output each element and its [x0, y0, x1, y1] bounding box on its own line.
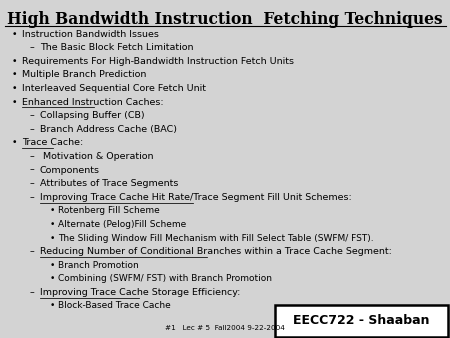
Text: –: – — [29, 152, 34, 161]
Text: Components: Components — [40, 166, 99, 175]
Text: –: – — [29, 193, 34, 202]
Text: •: • — [50, 206, 55, 215]
Text: –: – — [29, 288, 34, 297]
Text: •: • — [50, 234, 55, 242]
FancyBboxPatch shape — [274, 305, 448, 337]
Text: Improving Trace Cache Storage Efficiency:: Improving Trace Cache Storage Efficiency… — [40, 288, 240, 297]
Text: High Bandwidth Instruction  Fetching Techniques: High Bandwidth Instruction Fetching Tech… — [7, 11, 443, 28]
Text: Interleaved Sequential Core Fetch Unit: Interleaved Sequential Core Fetch Unit — [22, 84, 206, 93]
Text: Combining (SWFM/ FST) with Branch Promotion: Combining (SWFM/ FST) with Branch Promot… — [58, 274, 273, 283]
Text: Branch Address Cache (BAC): Branch Address Cache (BAC) — [40, 125, 176, 134]
Text: Instruction Bandwidth Issues: Instruction Bandwidth Issues — [22, 30, 158, 39]
Text: –: – — [29, 111, 34, 120]
Text: Multiple Branch Prediction: Multiple Branch Prediction — [22, 71, 146, 79]
Text: –: – — [29, 179, 34, 188]
Text: •: • — [11, 57, 17, 66]
Text: •: • — [11, 84, 17, 93]
Text: Branch Promotion: Branch Promotion — [58, 261, 139, 270]
Text: Collapsing Buffer (CB): Collapsing Buffer (CB) — [40, 111, 144, 120]
Text: •: • — [11, 98, 17, 107]
Text: Rotenberg Fill Scheme: Rotenberg Fill Scheme — [58, 206, 160, 215]
Text: •: • — [50, 301, 55, 310]
Text: Enhanced Instruction Caches:: Enhanced Instruction Caches: — [22, 98, 163, 107]
Text: –: – — [29, 166, 34, 175]
Text: EECC722 - Shaaban: EECC722 - Shaaban — [293, 314, 429, 328]
Text: Block-Based Trace Cache: Block-Based Trace Cache — [58, 301, 171, 310]
Text: •: • — [50, 274, 55, 283]
Text: •: • — [50, 261, 55, 270]
Text: Attributes of Trace Segments: Attributes of Trace Segments — [40, 179, 178, 188]
Text: •: • — [11, 30, 17, 39]
Text: –: – — [29, 125, 34, 134]
Text: The Basic Block Fetch Limitation: The Basic Block Fetch Limitation — [40, 43, 193, 52]
Text: Requirements For High-Bandwidth Instruction Fetch Units: Requirements For High-Bandwidth Instruct… — [22, 57, 293, 66]
Text: •: • — [50, 220, 55, 229]
Text: –: – — [29, 43, 34, 52]
Text: Alternate (Pelog)Fill Scheme: Alternate (Pelog)Fill Scheme — [58, 220, 187, 229]
Text: Motivation & Operation: Motivation & Operation — [40, 152, 153, 161]
Text: Reducing Number of Conditional Branches within a Trace Cache Segment:: Reducing Number of Conditional Branches … — [40, 247, 392, 256]
Text: The Sliding Window Fill Mechanism with Fill Select Table (SWFM/ FST).: The Sliding Window Fill Mechanism with F… — [58, 234, 374, 242]
Text: Improving Trace Cache Hit Rate/Trace Segment Fill Unit Schemes:: Improving Trace Cache Hit Rate/Trace Seg… — [40, 193, 351, 202]
Text: •: • — [11, 139, 17, 147]
Text: •: • — [11, 71, 17, 79]
Text: –: – — [29, 247, 34, 256]
Text: #1   Lec # 5  Fall2004 9-22-2004: #1 Lec # 5 Fall2004 9-22-2004 — [165, 325, 285, 331]
Text: Trace Cache:: Trace Cache: — [22, 139, 83, 147]
